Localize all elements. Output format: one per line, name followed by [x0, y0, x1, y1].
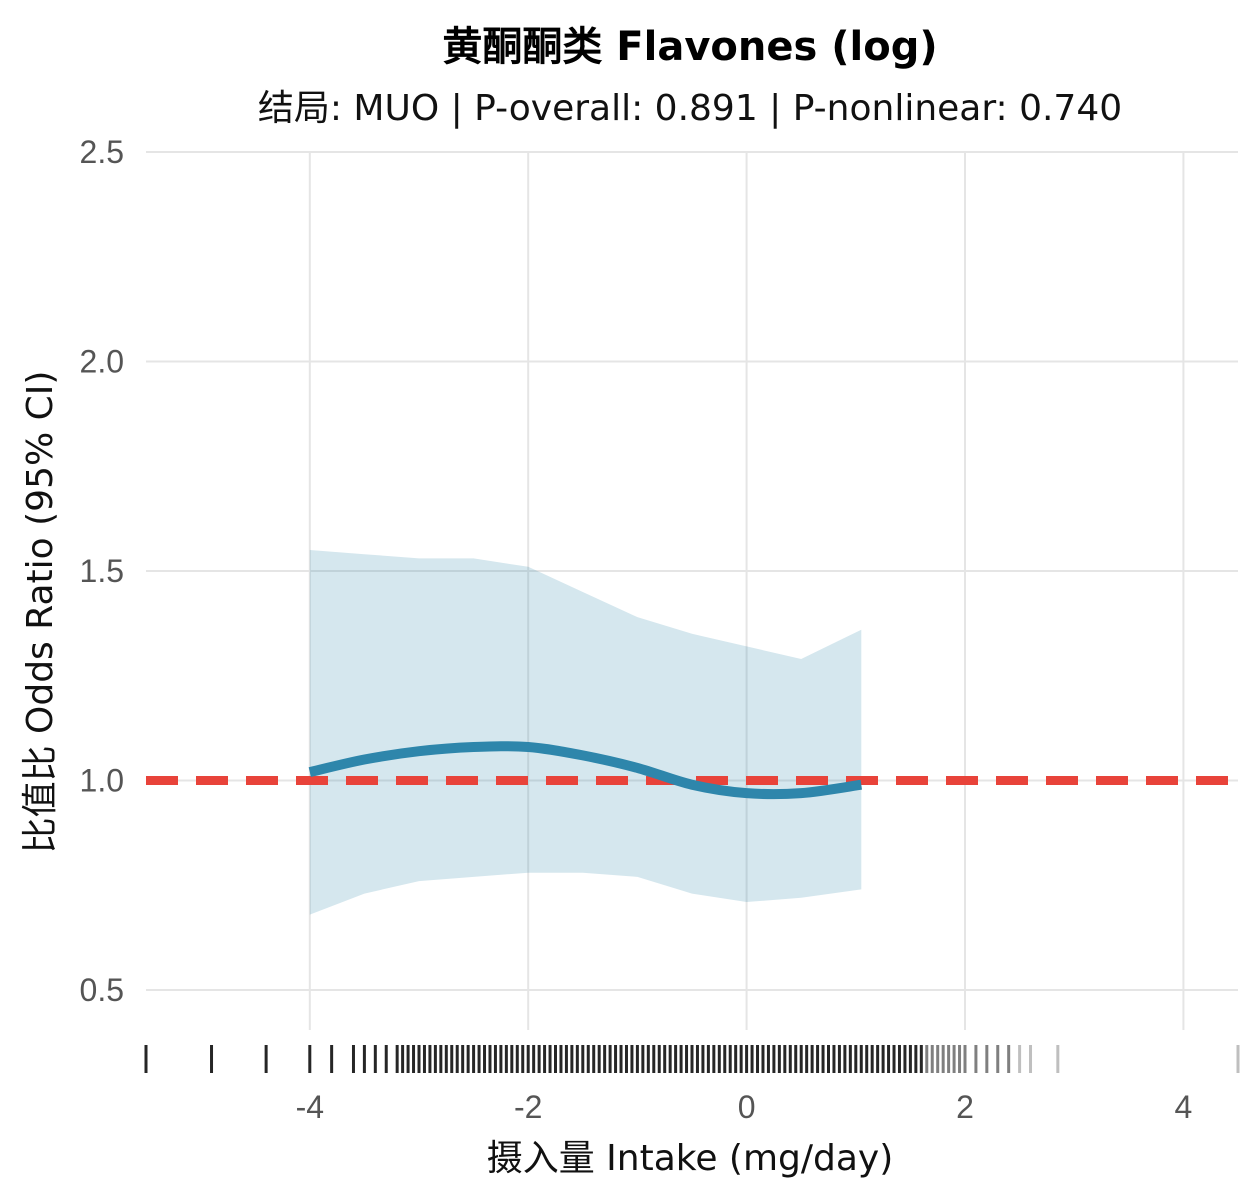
or-curve	[308, 741, 863, 800]
y-tick-label: 2.0	[80, 344, 124, 380]
y-tick-label: 1.5	[80, 553, 124, 589]
x-tick-label: 2	[956, 1089, 974, 1125]
x-axis-label: 摄入量 Intake (mg/day)	[487, 1138, 894, 1179]
ci-band	[309, 550, 862, 915]
rug-marks	[144, 1045, 1240, 1073]
y-tick-labels: 0.5 1.0 1.5 2.0 2.5	[80, 134, 124, 1008]
x-tick-label: 0	[738, 1089, 756, 1125]
y-tick-label: 2.5	[80, 134, 124, 170]
x-tick-label: -4	[296, 1089, 324, 1125]
x-tick-label: 4	[1175, 1089, 1193, 1125]
x-tick-labels: -4 -2 0 2 4	[296, 1089, 1193, 1125]
x-tick-label: -2	[514, 1089, 542, 1125]
ci-band-area	[309, 550, 862, 915]
chart-subtitle: 结局: MUO | P-overall: 0.891 | P-nonlinear…	[258, 88, 1122, 129]
chart-title: 黄酮酮类 Flavones (log)	[442, 24, 937, 70]
y-tick-label: 0.5	[80, 972, 124, 1008]
y-axis-label: 比值比 Odds Ratio (95% CI)	[20, 371, 61, 854]
y-tick-label: 1.0	[80, 763, 124, 799]
or-curve-line	[308, 741, 863, 800]
